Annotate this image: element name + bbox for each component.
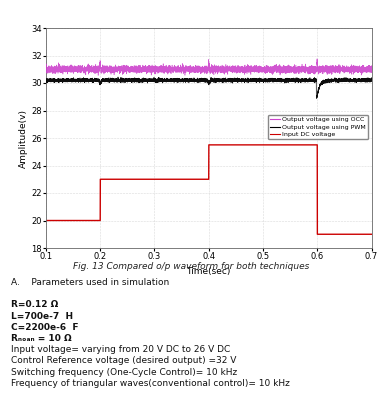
Text: Frequency of triangular waves(conventional control)= 10 kHz: Frequency of triangular waves(convention… bbox=[11, 379, 290, 388]
Text: Rₙₒₐₙ = 10 Ω: Rₙₒₐₙ = 10 Ω bbox=[11, 334, 72, 343]
Text: Control Reference voltage (desired output) =32 V: Control Reference voltage (desired outpu… bbox=[11, 356, 237, 366]
Text: Switching frequency (One-Cycle Control)= 10 kHz: Switching frequency (One-Cycle Control)=… bbox=[11, 368, 238, 377]
Text: Input voltage= varying from 20 V DC to 26 V DC: Input voltage= varying from 20 V DC to 2… bbox=[11, 345, 231, 354]
Text: R=0.12 Ω: R=0.12 Ω bbox=[11, 300, 59, 310]
Text: A.    Parameters used in simulation: A. Parameters used in simulation bbox=[11, 278, 170, 287]
Text: C=2200e-6  F: C=2200e-6 F bbox=[11, 323, 79, 332]
Y-axis label: Amplitude(v): Amplitude(v) bbox=[20, 108, 28, 168]
Legend: Output voltage using OCC, Output voltage using PWM, Input DC voltage: Output voltage using OCC, Output voltage… bbox=[268, 114, 368, 140]
Text: Fig. 13 Compared o/p waveform for both techniques: Fig. 13 Compared o/p waveform for both t… bbox=[73, 262, 310, 271]
X-axis label: Time(sec): Time(sec) bbox=[187, 267, 231, 276]
Text: L=700e-7  H: L=700e-7 H bbox=[11, 312, 74, 321]
